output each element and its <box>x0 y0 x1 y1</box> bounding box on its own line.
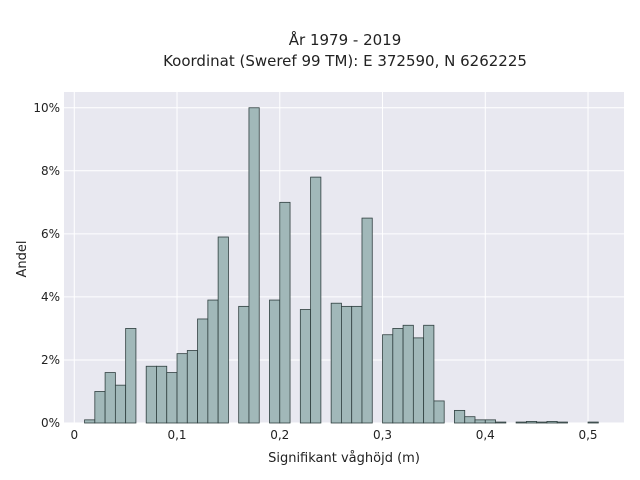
histogram-bar <box>361 217 373 424</box>
histogram-bar <box>515 421 527 424</box>
y-axis-ticks: 0% 2% 4% 6% 8% 10% <box>33 101 60 430</box>
y-tick-label: 2% <box>41 353 60 367</box>
y-tick-label: 0% <box>41 416 60 430</box>
bars <box>84 107 599 424</box>
histogram-bar <box>525 421 538 424</box>
histogram-bar <box>330 302 342 424</box>
histogram-bar <box>454 409 466 424</box>
histogram-bar <box>238 305 250 424</box>
histogram-bar <box>495 421 507 424</box>
histogram-bar <box>217 236 229 424</box>
y-tick-label: 10% <box>33 101 60 115</box>
x-tick-label: 0,3 <box>373 428 392 442</box>
y-axis-label: Andel <box>15 241 30 278</box>
histogram-bar <box>156 365 168 424</box>
histogram-bar <box>423 324 435 424</box>
y-tick-label: 6% <box>41 227 60 241</box>
chart-title-line-2: Koordinat (Sweref 99 TM): E 372590, N 62… <box>163 52 527 70</box>
histogram-bar <box>310 176 322 424</box>
histogram-bar <box>392 328 404 424</box>
histogram-bar <box>382 334 394 424</box>
x-tick-label: 0,1 <box>167 428 186 442</box>
x-axis-ticks: 0 0,1 0,2 0,3 0,4 0,5 <box>70 428 597 442</box>
x-tick-label: 0 <box>70 428 78 442</box>
histogram-bar <box>351 305 363 424</box>
x-tick-label: 0,4 <box>476 428 495 442</box>
histogram-bar <box>84 419 96 424</box>
histogram-bar <box>186 350 198 424</box>
histogram-bar <box>197 318 209 424</box>
x-axis-label: Signifikant våghöjd (m) <box>268 451 420 466</box>
histogram-bar <box>433 400 445 424</box>
histogram-bar <box>484 419 496 424</box>
y-tick-label: 4% <box>41 290 60 304</box>
x-tick-label: 0,5 <box>578 428 597 442</box>
histogram-bar <box>546 421 558 424</box>
histogram-bar <box>464 416 476 424</box>
histogram-bar <box>299 309 312 424</box>
y-tick-label: 8% <box>41 164 60 178</box>
histogram-bar <box>341 305 353 424</box>
histogram-bar <box>587 421 599 424</box>
histogram-bar <box>536 421 548 424</box>
histogram-bar <box>176 353 188 424</box>
histogram-bar <box>269 299 281 424</box>
histogram-bar <box>412 337 425 424</box>
histogram-bar <box>279 201 291 424</box>
histogram-bar <box>145 365 157 424</box>
histogram-bar <box>166 372 178 424</box>
histogram-bar <box>207 299 219 424</box>
chart-title-line-1: År 1979 - 2019 <box>289 30 402 49</box>
x-tick-label: 0,2 <box>270 428 289 442</box>
histogram-bar <box>474 419 486 424</box>
histogram-bar <box>248 107 260 424</box>
histogram-bar <box>125 328 137 424</box>
histogram-bar <box>556 421 568 424</box>
histogram-bar <box>94 391 106 424</box>
histogram-bar <box>402 324 414 424</box>
histogram-bar <box>104 372 116 424</box>
histogram-bar <box>114 384 127 424</box>
